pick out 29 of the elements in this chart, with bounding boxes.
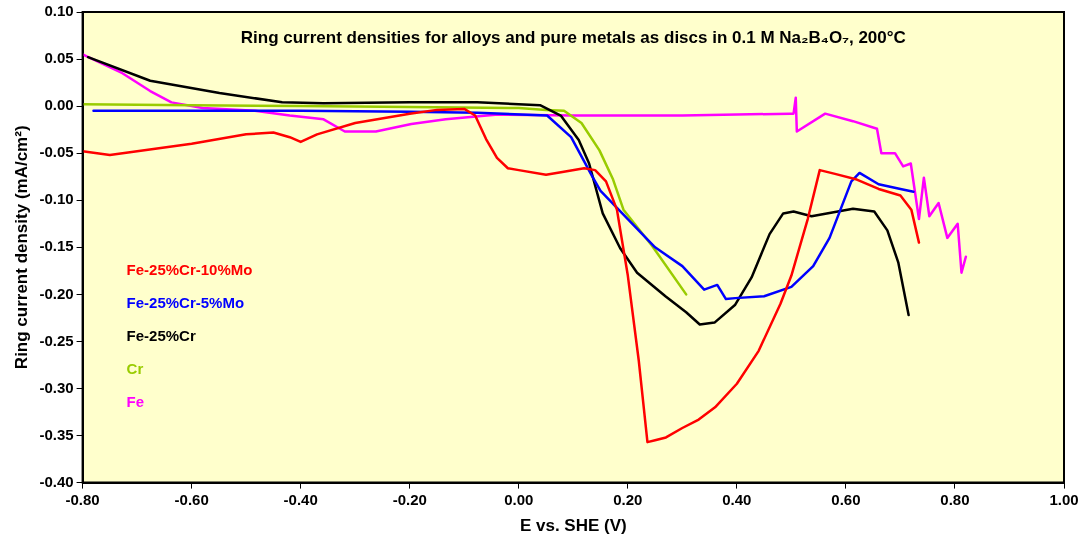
x-tick-label: 0.00	[504, 490, 534, 508]
text: Fe	[126, 392, 145, 410]
x-tick-label: 0.40	[722, 490, 752, 508]
y-tick-label: -0.15	[39, 237, 74, 255]
x-tick-label: -0.20	[392, 490, 427, 508]
x-tick-label: 0.60	[831, 490, 861, 508]
x-tick-label: -0.40	[283, 490, 318, 508]
y-tick-label: -0.10	[39, 190, 74, 208]
text: Fe-25%Cr-10%Mo	[126, 260, 253, 278]
text: Cr	[126, 359, 144, 377]
y-tick-label: 0.00	[44, 96, 74, 114]
x-tick-label: 1.00	[1049, 490, 1079, 508]
y-tick-label: -0.20	[39, 284, 74, 302]
y-tick-label: -0.40	[39, 472, 74, 490]
x-tick-label: -0.60	[174, 490, 209, 508]
y-axis-title: Ring current density (mA/cm²)	[11, 125, 31, 370]
x-tick-label: -0.80	[65, 490, 100, 508]
text: Fe-25%Cr	[126, 326, 196, 344]
x-tick-label: 0.80	[940, 490, 970, 508]
text: Ring current densities for alloys and pure metals as discs in 0.1 M Na₂B₄O₇, 200°C	[240, 27, 906, 47]
x-axis-title: E vs. SHE (V)	[519, 516, 627, 536]
y-tick-label: 0.05	[44, 49, 74, 67]
y-tick-label: -0.05	[39, 143, 74, 161]
y-tick-label: -0.25	[39, 331, 74, 349]
x-tick-label: 0.20	[613, 490, 643, 508]
y-tick-label: 0.10	[44, 2, 74, 20]
y-tick-label: -0.35	[39, 425, 74, 443]
y-tick-label: -0.30	[39, 378, 74, 396]
text: Fe-25%Cr-5%Mo	[126, 293, 245, 311]
